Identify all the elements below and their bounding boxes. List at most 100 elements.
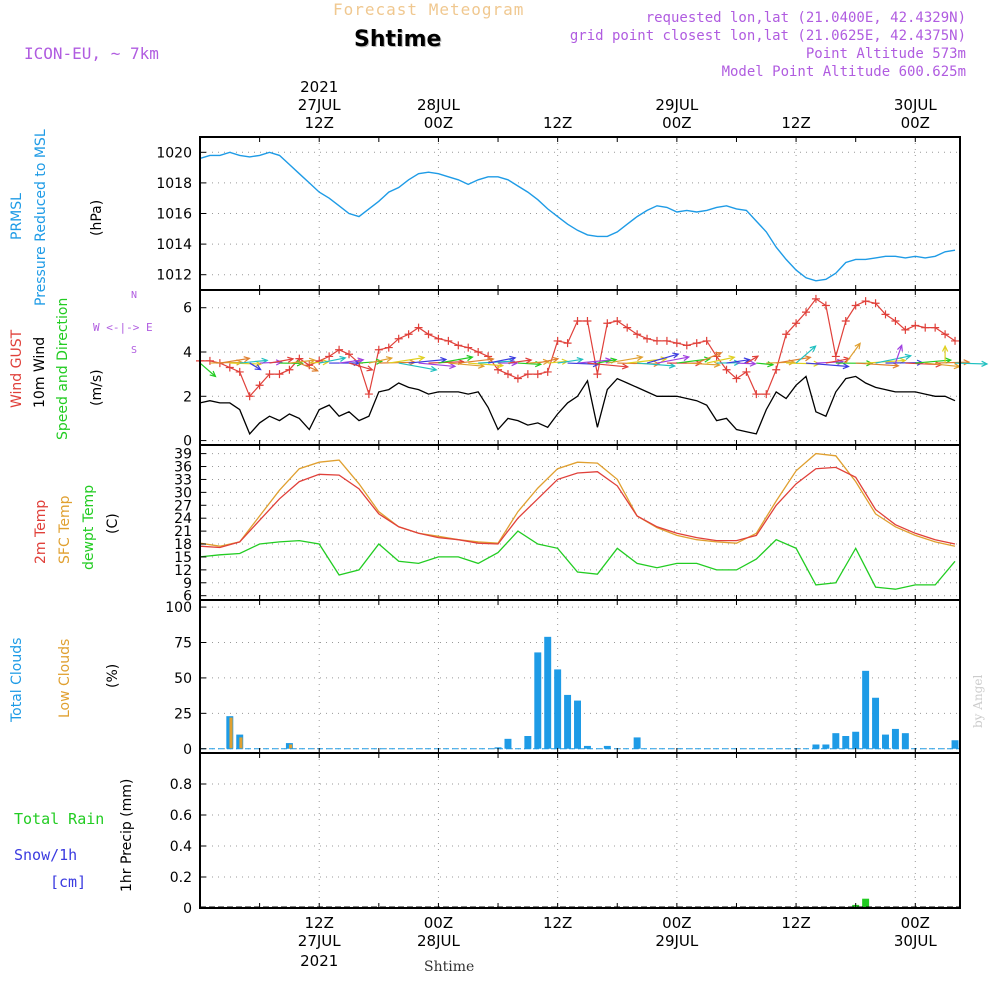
low-cloud-bar (229, 717, 233, 749)
wind-arrow-head (715, 351, 723, 358)
gust-marker (672, 339, 681, 348)
gust-marker (633, 330, 642, 339)
wind-arrow-head (357, 357, 365, 364)
wind-direction-arrow (686, 362, 720, 366)
wind-arrow-head (842, 362, 850, 370)
gust-marker (652, 336, 661, 345)
gust-marker (682, 341, 691, 350)
wind-arrow-head (339, 355, 347, 363)
y-tick-label: 21 (174, 524, 192, 540)
wind-arrow-head (751, 355, 760, 362)
wind-arrow-head (944, 357, 953, 364)
total-cloud-bar (544, 636, 552, 749)
wind-direction-arrow (418, 362, 456, 368)
total-cloud-bar (872, 697, 880, 749)
y-tick-label: 30 (174, 485, 192, 501)
wind-direction-arrow (487, 357, 516, 364)
wind-direction-arrow (875, 355, 911, 364)
wind-direction-arrow (348, 362, 373, 371)
gust-marker (414, 323, 423, 332)
gust-marker (742, 367, 751, 376)
wind-direction-arrow (428, 361, 464, 364)
wind-arrow-head (672, 352, 680, 359)
wind-direction-arrow (239, 359, 268, 364)
y-tick-label: 0.4 (170, 839, 192, 855)
y-tick-label: 15 (174, 550, 192, 566)
y-tick-label: 1018 (156, 176, 192, 192)
wind-arrow-head (385, 356, 394, 363)
total-cloud-bar (852, 731, 860, 749)
y-tick-label: 0.6 (170, 808, 192, 824)
model-altitude: Model Point Altitude 600.625m (721, 64, 966, 80)
top-hour-label: 00Z (662, 114, 691, 132)
wind-arrow-head (511, 359, 519, 367)
gust-marker (364, 390, 373, 399)
gust-marker (573, 317, 582, 325)
total-cloud-bar (822, 744, 830, 749)
top-hour-label: 12Z (305, 114, 334, 132)
wind-arrow-head (418, 355, 426, 362)
gust-marker (404, 330, 413, 339)
gust-marker (831, 352, 840, 361)
y-tick-label: 1012 (156, 268, 192, 284)
gust-marker (583, 317, 592, 325)
wind-arrow-head (713, 361, 721, 368)
y-tick-label: 6 (183, 589, 192, 605)
wind-direction-arrow (805, 362, 849, 368)
total-cloud-bar (554, 669, 562, 749)
gust-marker (662, 336, 671, 345)
bottom-date-label: 29JUL (655, 932, 698, 950)
precip-cm-label: [cm] (50, 873, 87, 891)
wind-arrow-head (366, 365, 374, 372)
gust-marker (325, 352, 334, 361)
total-cloud-bar (574, 700, 581, 749)
total-cloud-bar (812, 744, 820, 749)
gust-marker (891, 317, 900, 325)
gust-marker (871, 299, 880, 308)
wind-direction-arrow (597, 359, 617, 364)
wind-arrow-head (743, 357, 751, 364)
gust-marker (235, 367, 244, 376)
total-cloud-bar (832, 733, 840, 749)
gust-marker (533, 370, 542, 379)
wind-direction-arrow (339, 359, 364, 364)
gust-marker (424, 330, 433, 339)
gust-marker (623, 323, 632, 332)
wind-arrow-head (525, 357, 533, 364)
y-tick-label: 0.2 (170, 870, 192, 886)
wind-arrow-head (209, 370, 217, 378)
gust-marker (384, 343, 393, 352)
gust-marker (444, 336, 453, 345)
y-tick-label: 0 (183, 434, 192, 450)
wind-arrow-head (254, 364, 262, 371)
t2m-line (199, 466, 956, 549)
wind-direction-arrow (557, 358, 583, 364)
wind-arrow-head (941, 344, 949, 352)
bottom-hour-label: 00Z (424, 914, 453, 932)
wind-direction-arrow (458, 358, 494, 364)
wind-arrow-head (981, 360, 989, 367)
wind-arrow-head (668, 362, 677, 369)
wind-direction-arrow (696, 352, 722, 364)
gust-marker (772, 365, 781, 374)
gust-marker (921, 323, 930, 332)
y-tick-label: 2 (183, 389, 192, 405)
wind-direction-arrow (289, 359, 315, 364)
y-tick-label: 100 (165, 600, 192, 616)
wind-direction-arrow (746, 355, 759, 364)
wind-arrow-head (695, 360, 703, 367)
wind-direction-arrow (408, 358, 447, 364)
wind-direction-arrow (378, 361, 415, 364)
gust-marker (225, 363, 234, 372)
y-tick-label: 0 (183, 901, 192, 917)
gust-marker (603, 319, 612, 328)
wind-direction-arrow (736, 362, 756, 365)
wind-direction-arrow (468, 362, 503, 367)
wind-arrow-head (466, 354, 474, 362)
wind-arrow-head (866, 360, 874, 367)
y-tick-label: 4 (183, 345, 192, 361)
total-cloud-bar (882, 734, 889, 749)
y-tick-label: 50 (174, 671, 192, 687)
wind-direction-arrow (935, 361, 970, 364)
total-cloud-bar (524, 736, 532, 749)
